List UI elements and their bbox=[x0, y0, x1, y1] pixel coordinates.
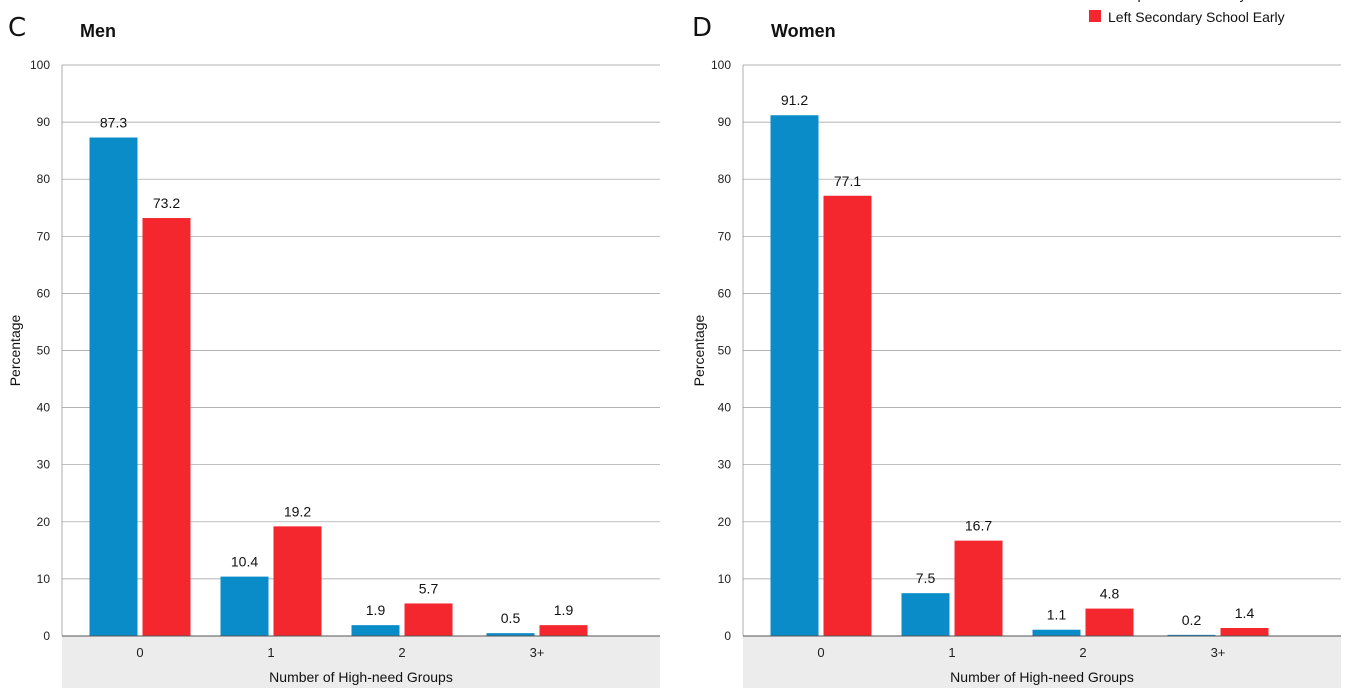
data-label: 1.1 bbox=[1047, 607, 1067, 623]
x-tick-label: 1 bbox=[948, 645, 955, 660]
y-tick-label: 0 bbox=[724, 629, 731, 643]
y-tick-label: 80 bbox=[718, 172, 732, 186]
x-tick-label: 0 bbox=[817, 645, 824, 660]
data-label: 7.5 bbox=[916, 570, 936, 586]
x-tick-label: 2 bbox=[398, 645, 405, 660]
bar bbox=[1220, 628, 1269, 636]
bar bbox=[823, 195, 872, 636]
bar bbox=[1085, 608, 1134, 636]
y-tick-label: 50 bbox=[37, 344, 51, 358]
x-axis-band bbox=[743, 636, 1341, 688]
chart-panel-d: D Women 0 10 20 30 40 50 60 70 80 90 100 91.2 77.1 0 7.5… bbox=[691, 13, 1341, 688]
y-tick-label: 90 bbox=[37, 115, 51, 129]
data-label: 5.7 bbox=[419, 580, 439, 596]
bar bbox=[539, 625, 588, 636]
data-label: 16.7 bbox=[965, 518, 992, 534]
x-tick-label: 2 bbox=[1079, 645, 1086, 660]
y-tick-label: 0 bbox=[43, 629, 50, 643]
bar bbox=[273, 526, 322, 636]
bar bbox=[142, 218, 191, 636]
y-tick-label: 30 bbox=[37, 458, 51, 472]
y-tick-label: 70 bbox=[718, 229, 732, 243]
data-label: 1.9 bbox=[366, 602, 386, 618]
panel-letter: D bbox=[692, 13, 712, 43]
data-label: 1.4 bbox=[1235, 605, 1255, 621]
data-label: 1.9 bbox=[554, 602, 574, 618]
y-tick-label: 10 bbox=[718, 572, 732, 586]
panel-title: Women bbox=[771, 21, 836, 41]
data-label: 0.2 bbox=[1182, 612, 1202, 628]
y-tick-label: 10 bbox=[37, 572, 51, 586]
bar bbox=[901, 593, 950, 636]
y-tick-label: 60 bbox=[37, 286, 51, 300]
x-axis-band bbox=[62, 636, 660, 688]
y-tick-label: 20 bbox=[37, 515, 51, 529]
x-axis-title: Number of High-need Groups bbox=[269, 669, 453, 685]
y-axis-title: Percentage bbox=[7, 314, 23, 386]
legend-label: Left Secondary School Early bbox=[1108, 9, 1285, 25]
chart-panel-c: C Men 0 10 20 30 40 50 60 70 80 90 100 87.3 73.2 0 10.4 1… bbox=[7, 13, 660, 688]
y-tick-label: 40 bbox=[37, 401, 51, 415]
legend: Completed Secondary School Left Secondary… bbox=[1089, 0, 1293, 25]
x-tick-label: 3+ bbox=[1211, 645, 1226, 660]
x-tick-label: 0 bbox=[136, 645, 143, 660]
bar bbox=[404, 603, 453, 636]
y-tick-label: 20 bbox=[718, 515, 732, 529]
x-tick-label: 1 bbox=[267, 645, 274, 660]
x-axis-title: Number of High-need Groups bbox=[950, 669, 1134, 685]
bar bbox=[954, 540, 1003, 636]
bar bbox=[220, 576, 269, 636]
data-label: 19.2 bbox=[284, 503, 311, 519]
bar bbox=[1167, 634, 1216, 636]
bar bbox=[1032, 629, 1081, 636]
data-label: 87.3 bbox=[100, 115, 127, 131]
y-tick-label: 50 bbox=[718, 344, 732, 358]
data-label: 77.1 bbox=[834, 173, 861, 189]
y-tick-label: 90 bbox=[718, 115, 732, 129]
data-label: 91.2 bbox=[781, 92, 808, 108]
y-axis-title: Percentage bbox=[691, 314, 707, 386]
legend-label: Completed Secondary School bbox=[1108, 0, 1293, 2]
y-tick-label: 30 bbox=[718, 458, 732, 472]
panel-letter: C bbox=[8, 13, 26, 43]
y-tick-label: 100 bbox=[30, 58, 50, 72]
bar bbox=[486, 633, 535, 636]
data-label: 73.2 bbox=[153, 195, 180, 211]
bar bbox=[770, 115, 819, 637]
data-label: 0.5 bbox=[501, 610, 521, 626]
bar bbox=[89, 137, 138, 636]
y-tick-label: 70 bbox=[37, 229, 51, 243]
y-tick-label: 60 bbox=[718, 286, 732, 300]
y-tick-label: 80 bbox=[37, 172, 51, 186]
y-tick-label: 100 bbox=[711, 58, 731, 72]
data-label: 10.4 bbox=[231, 554, 258, 570]
x-tick-label: 3+ bbox=[530, 645, 545, 660]
data-label: 4.8 bbox=[1100, 586, 1120, 602]
y-tick-label: 40 bbox=[718, 401, 732, 415]
bar bbox=[351, 625, 400, 636]
legend-swatch bbox=[1089, 10, 1101, 22]
panel-title: Men bbox=[80, 21, 116, 41]
